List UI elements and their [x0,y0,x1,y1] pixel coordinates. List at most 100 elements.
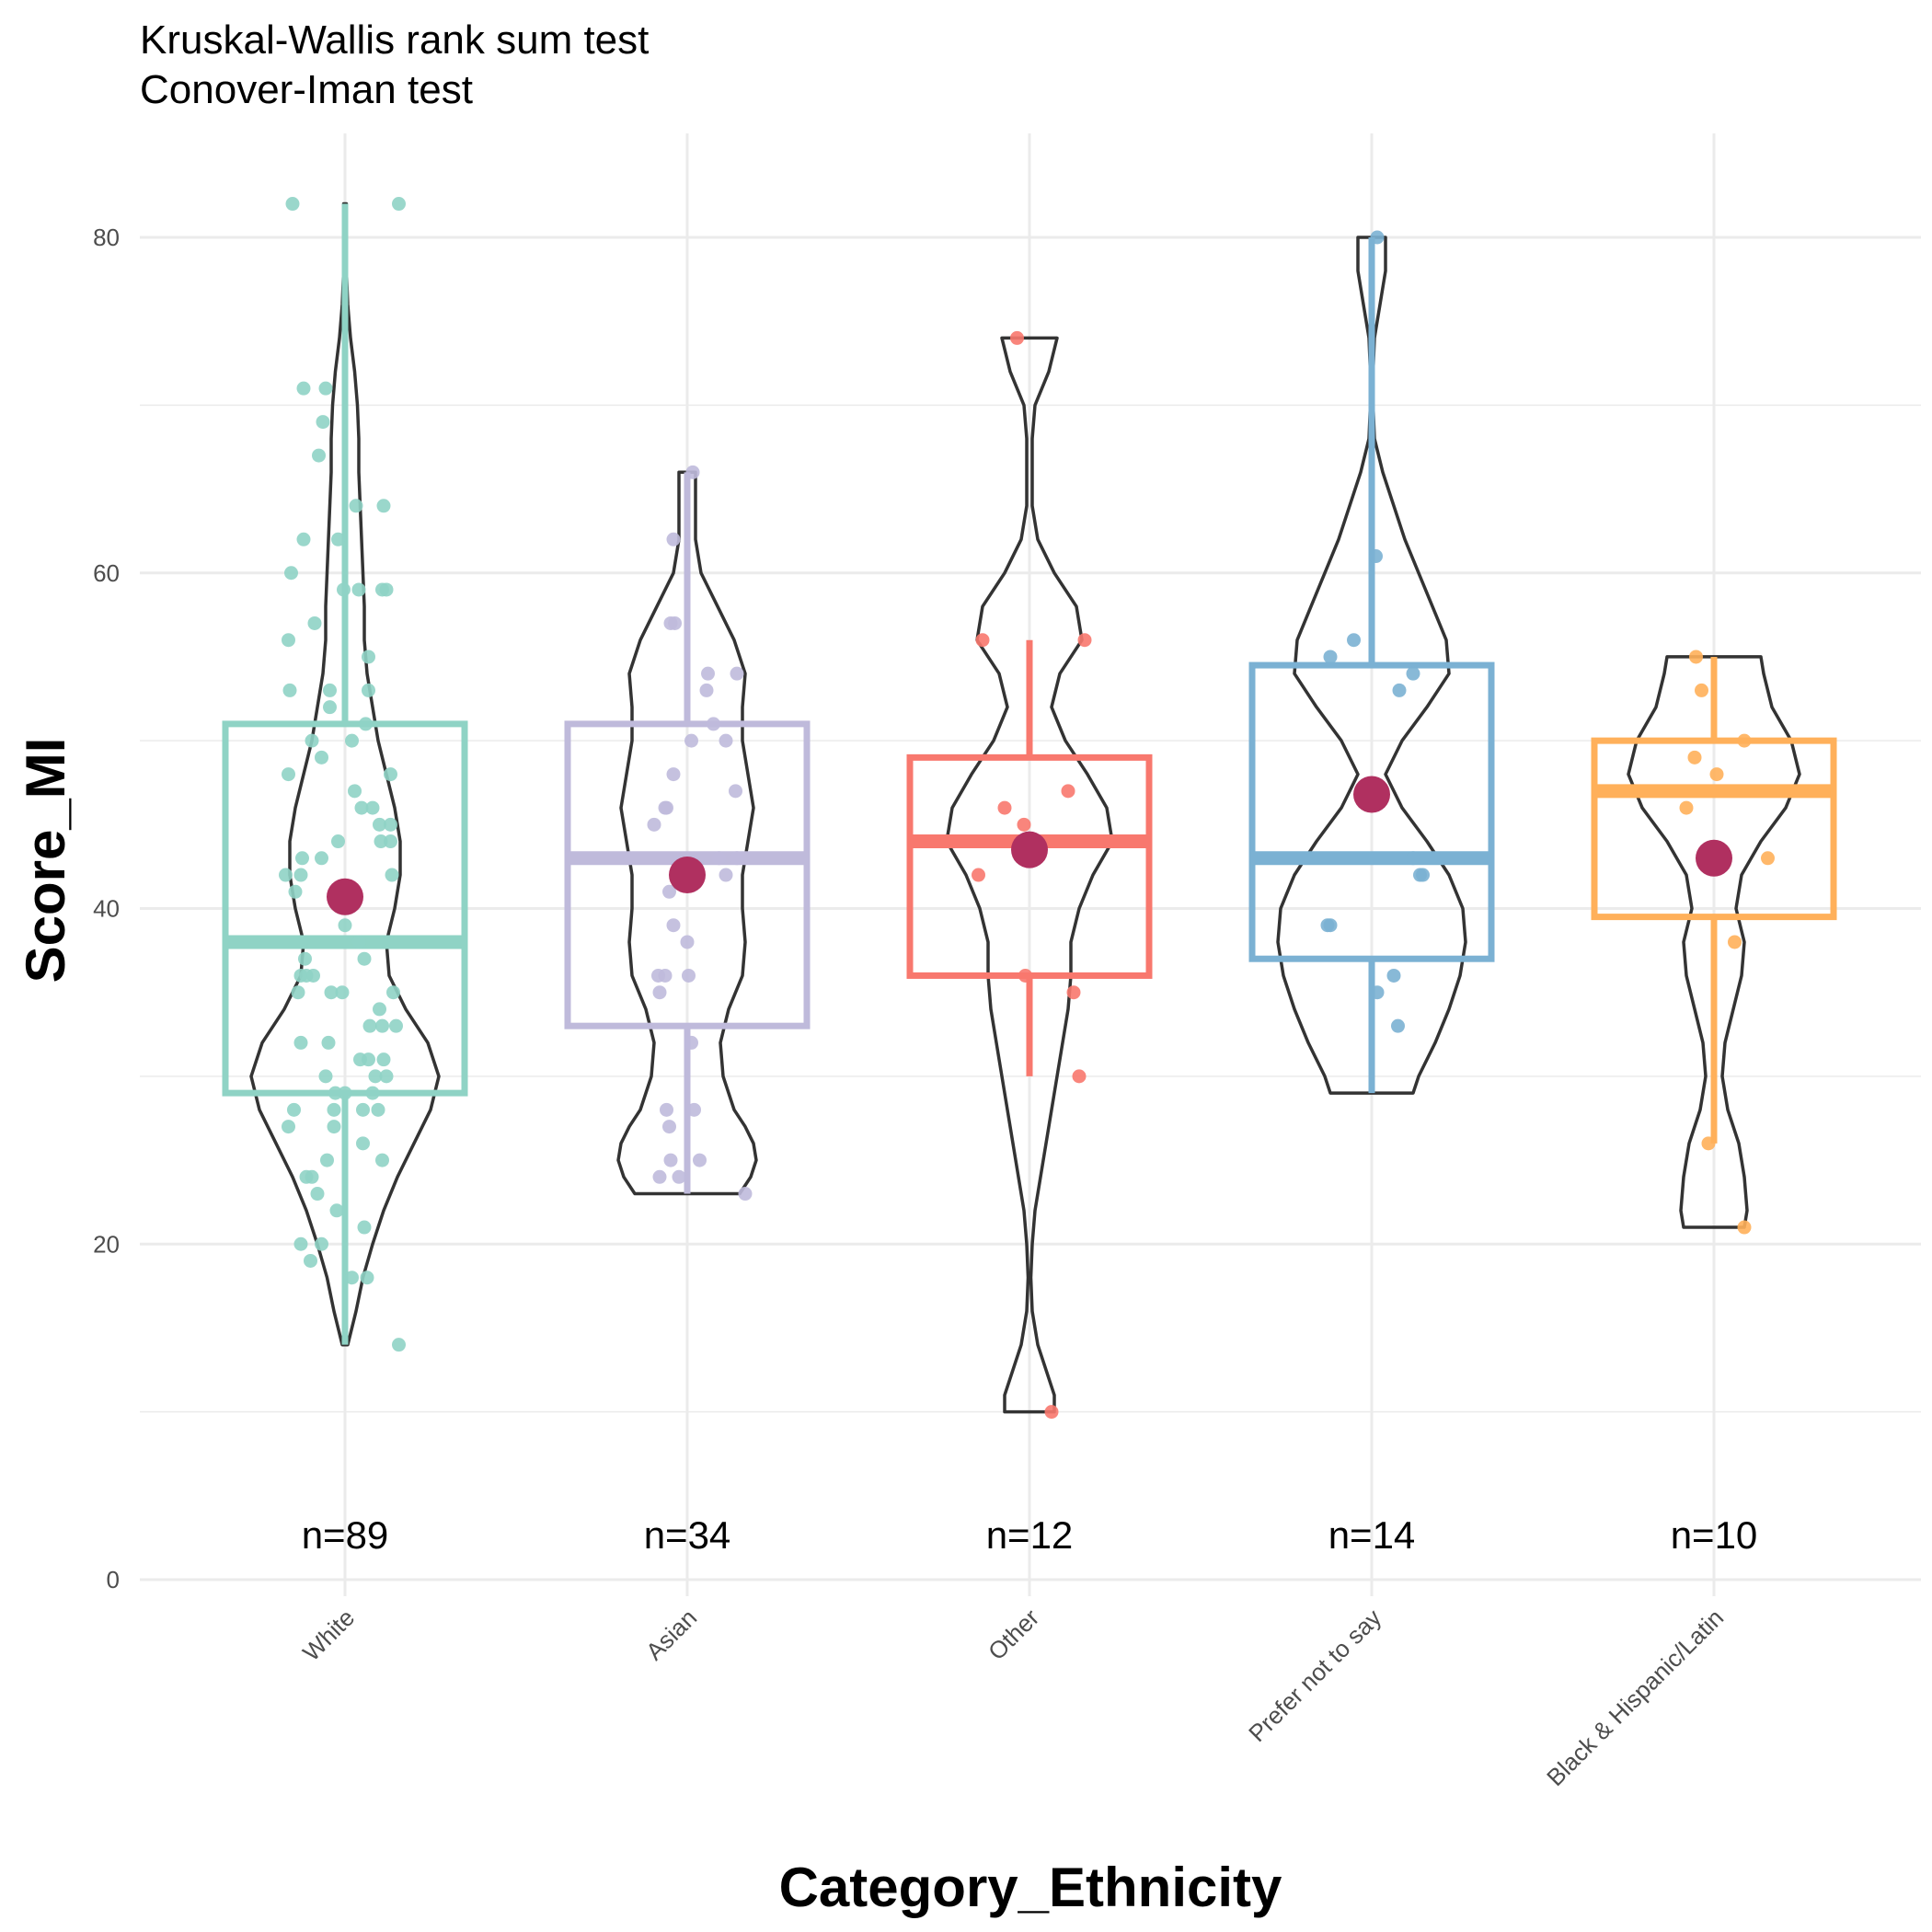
box-4 [1591,737,1837,921]
data-point [379,582,394,597]
y-axis-title: Score_MI [15,738,76,983]
data-point [1701,1136,1716,1151]
data-point [663,615,678,630]
data-point [1017,817,1031,832]
data-point [975,633,990,648]
box-layer [222,203,1837,1345]
point-layer [279,197,1775,1420]
data-point [1391,1018,1405,1033]
data-point [684,733,698,748]
data-point [1687,750,1702,765]
data-point [318,1069,333,1084]
data-point [323,683,337,697]
chart-subtitle-2: Conover-Iman test [140,67,473,112]
data-point [373,817,386,832]
data-point [389,1018,403,1033]
data-point [359,717,373,731]
data-point [1072,1069,1087,1084]
data-point [738,1187,753,1202]
data-point [362,1018,377,1033]
mean-layer [327,776,1732,915]
data-point [368,1069,383,1084]
data-point [693,1153,707,1167]
data-point [362,1052,375,1067]
data-point [287,1102,301,1117]
data-point [1066,985,1081,1000]
data-point [662,1120,676,1134]
data-point [1386,968,1401,983]
n-label: n=10 [1671,1513,1758,1557]
data-point [338,918,352,933]
data-point [386,985,400,1000]
data-point [362,683,375,697]
data-point [392,1338,406,1352]
data-point [1370,985,1385,1000]
n-label: n=14 [1328,1513,1416,1557]
data-point [320,1153,334,1167]
data-point [337,582,351,597]
data-point [712,851,726,866]
data-point [663,1153,678,1167]
violin-3 [1276,236,1467,1095]
data-point [1679,800,1694,815]
data-point [345,1271,359,1285]
data-point [1392,683,1407,697]
data-point [338,1086,352,1100]
data-point [379,1069,394,1084]
x-tick-label: Other [983,1604,1044,1665]
data-point [321,1035,336,1050]
data-point [729,784,742,799]
n-label: n=34 [644,1513,731,1557]
mean-point [1011,831,1048,868]
data-point [972,868,985,882]
data-point [284,566,298,581]
data-point [672,1169,686,1184]
y-tick-label: 40 [93,895,120,923]
y-tick-label: 0 [107,1566,120,1593]
data-point [335,985,350,1000]
data-point [719,868,733,882]
data-point [371,1102,385,1117]
data-point [1018,968,1032,983]
box-3 [1248,661,1495,962]
data-point [356,1136,370,1151]
mean-point [669,857,706,894]
y-tick-label: 20 [93,1230,120,1258]
data-point [357,1220,372,1235]
data-point [1406,851,1420,866]
data-point [295,851,309,866]
data-point [666,532,681,546]
data-point [285,197,300,212]
mean-point [327,878,363,915]
x-axis-title: Category_Ethnicity [779,1857,1282,1918]
data-point [1416,868,1430,882]
data-point [1370,230,1385,245]
data-point [1369,549,1383,564]
data-point [375,1018,389,1033]
data-point [651,968,665,983]
data-point [680,935,695,949]
data-point [1061,784,1075,799]
chart-subtitle-1: Kruskal-Wallis rank sum test [140,17,649,63]
data-point [318,381,333,396]
data-point [392,197,406,212]
data-point [684,1035,698,1050]
data-point [662,884,676,899]
data-point [374,834,388,849]
mean-point [1696,839,1732,877]
x-tick-label: Black & Hispanic/Latin [1541,1604,1729,1791]
data-point [384,834,397,849]
data-point [331,532,345,546]
n-label: n=89 [302,1513,389,1557]
data-point [1044,1405,1059,1420]
data-point [652,985,667,1000]
data-point [730,666,744,681]
data-point [345,733,359,748]
data-point [324,985,339,1000]
data-point [327,1102,341,1117]
data-point [376,499,391,513]
data-point [329,1203,344,1218]
data-point [384,767,397,782]
data-point [1323,918,1338,933]
